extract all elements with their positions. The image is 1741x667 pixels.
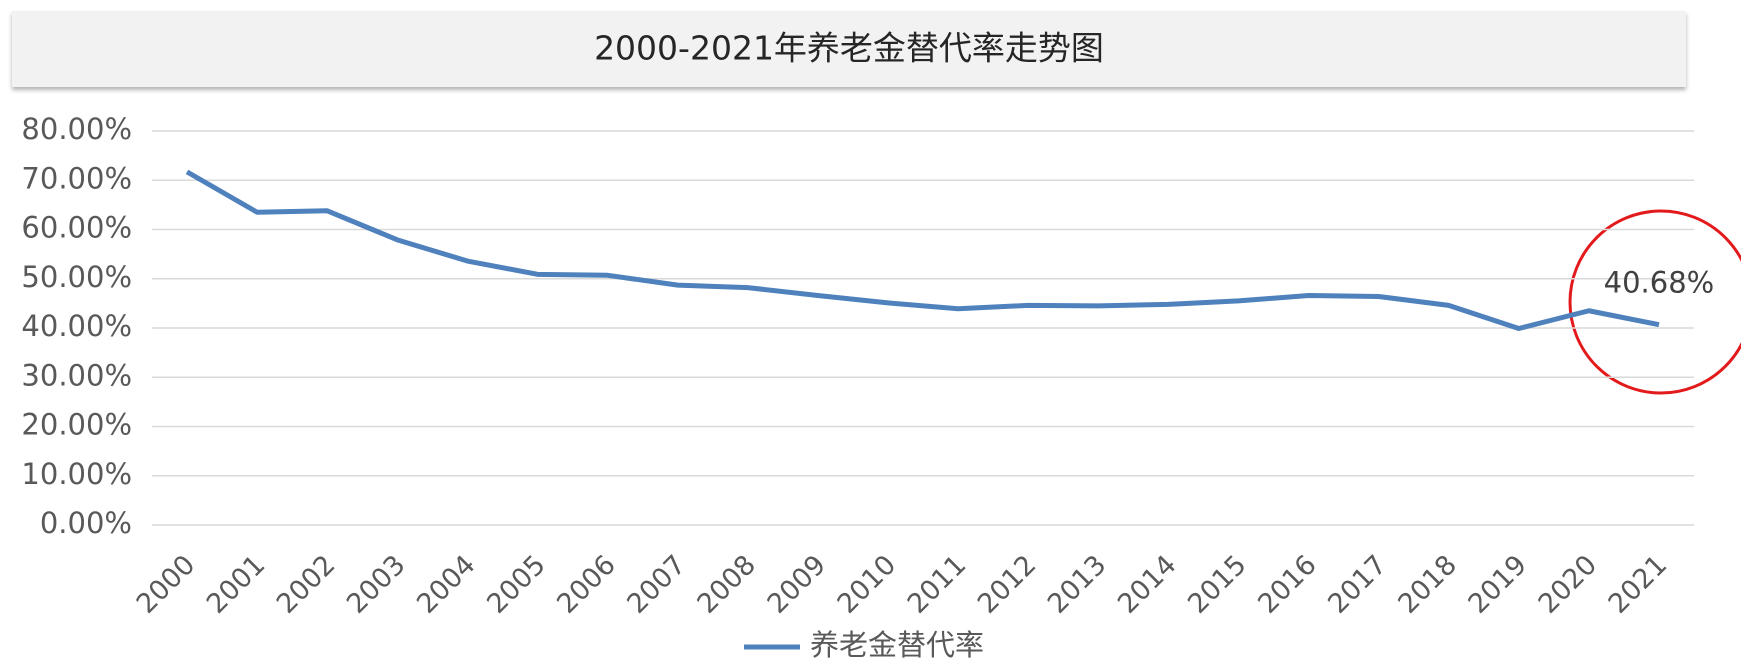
x-tick-label: 2010 xyxy=(832,549,903,620)
x-tick-label: 2006 xyxy=(551,549,622,620)
data-label: 40.68% xyxy=(1604,266,1715,300)
x-tick-label: 2021 xyxy=(1603,549,1674,620)
y-tick-label: 30.00% xyxy=(21,358,132,392)
x-tick-label: 2008 xyxy=(692,549,763,620)
y-tick-label: 40.00% xyxy=(21,309,132,343)
y-tick-label: 70.00% xyxy=(21,161,132,195)
line-series xyxy=(185,169,1660,331)
title-box xyxy=(12,11,1686,87)
x-tick-label: 2000 xyxy=(131,549,202,620)
y-tick-label: 60.00% xyxy=(21,211,132,245)
y-tick-label: 20.00% xyxy=(21,408,132,442)
chart-title: 2000-2021年养老金替代率走势图 xyxy=(594,29,1104,68)
y-tick-label: 80.00% xyxy=(21,112,132,146)
y-tick-label: 0.00% xyxy=(40,506,132,540)
y-tick-label: 50.00% xyxy=(21,260,132,294)
x-tick-label: 2003 xyxy=(341,549,412,620)
x-tick-label: 2020 xyxy=(1533,549,1604,620)
x-tick-label: 2013 xyxy=(1042,549,1113,620)
x-tick-label: 2018 xyxy=(1392,549,1463,620)
x-tick-label: 2001 xyxy=(201,549,272,620)
x-tick-label: 2004 xyxy=(411,549,482,620)
x-tick-label: 2017 xyxy=(1322,549,1393,620)
x-tick-label: 2005 xyxy=(481,549,552,620)
x-tick-label: 2011 xyxy=(902,549,973,620)
highlight-circle xyxy=(1568,209,1741,395)
x-tick-label: 2009 xyxy=(762,549,833,620)
x-tick-label: 2016 xyxy=(1252,549,1323,620)
x-tick-label: 2014 xyxy=(1112,549,1183,620)
legend-label: 养老金替代率 xyxy=(810,628,984,662)
y-tick-label: 10.00% xyxy=(21,457,132,491)
x-tick-label: 2015 xyxy=(1182,549,1253,620)
x-tick-label: 2007 xyxy=(621,549,692,620)
x-tick-label: 2012 xyxy=(972,549,1043,620)
x-tick-label: 2002 xyxy=(271,549,342,620)
x-tick-label: 2019 xyxy=(1463,549,1534,620)
